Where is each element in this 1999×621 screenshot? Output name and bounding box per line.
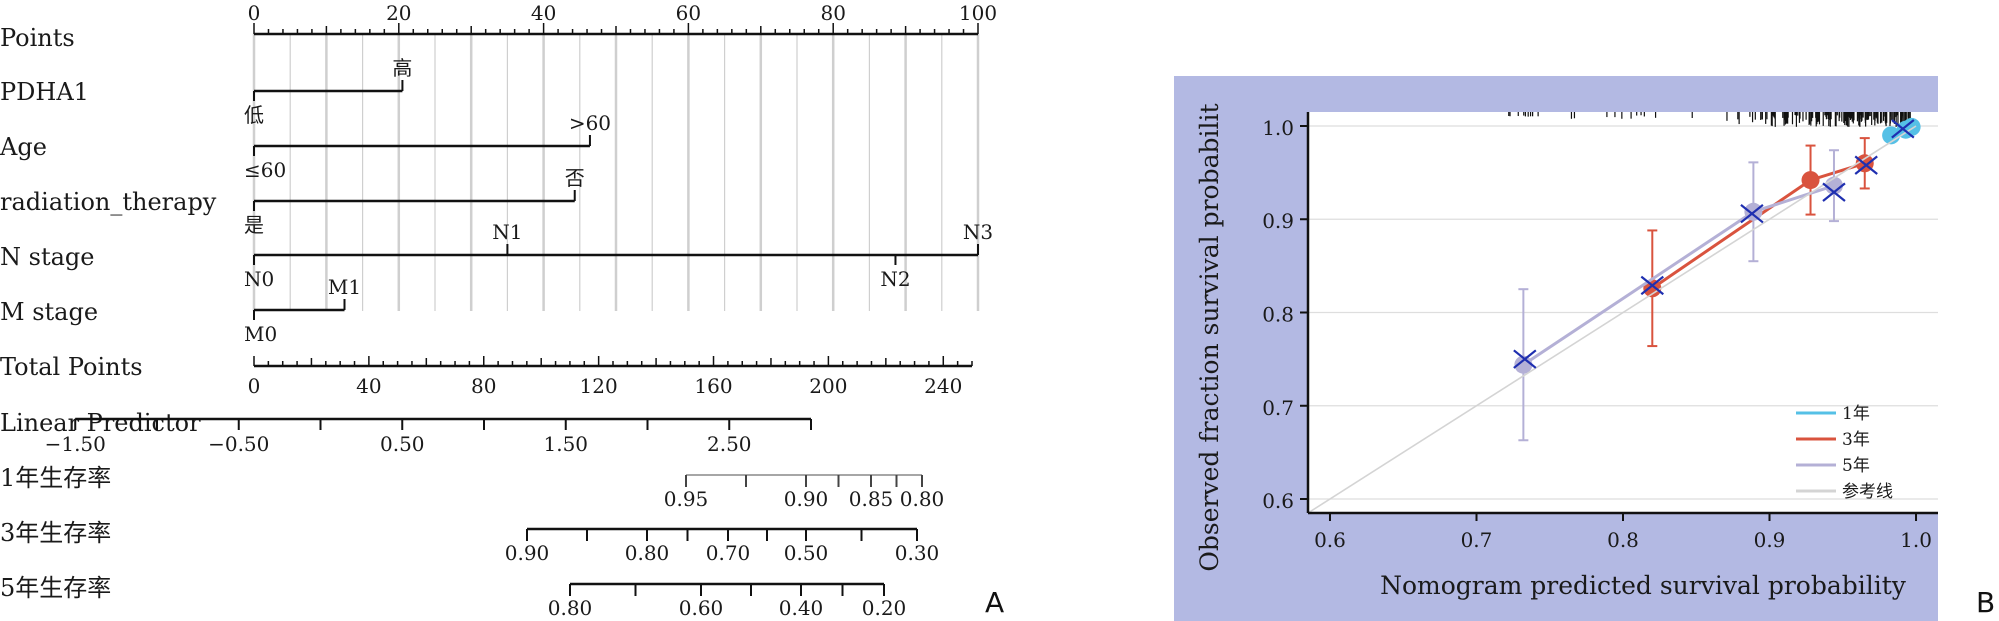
- level-label: N2: [880, 267, 910, 291]
- linear-predictor-tick-label: 0.50: [380, 432, 425, 456]
- points-tick-label: 80: [820, 1, 845, 25]
- row-label: 1年生存率: [0, 464, 111, 492]
- survival-tick-label: 0.30: [895, 541, 940, 565]
- level-label: N0: [244, 267, 274, 291]
- survival-tick-label: 0.85: [849, 487, 894, 511]
- points-tick-label: 20: [386, 1, 411, 25]
- row-label: Points: [0, 24, 75, 52]
- level-label: 高: [392, 56, 412, 80]
- total-points-tick-label: 160: [694, 374, 732, 398]
- series-line: [1307, 125, 1917, 514]
- total-points-tick-label: 240: [924, 374, 962, 398]
- row-label: Total Points: [0, 353, 143, 381]
- survival-tick-label: 0.95: [664, 487, 709, 511]
- linear-predictor-tick-label: 2.50: [707, 432, 752, 456]
- survival-tick-label: 0.80: [548, 596, 593, 620]
- row-label: Age: [0, 133, 47, 161]
- x-tick-label: 0.9: [1754, 528, 1786, 552]
- cross-mark: [1822, 182, 1846, 202]
- row-label: N stage: [0, 243, 94, 271]
- legend-label: 5年: [1842, 456, 1870, 476]
- nomogram-panel: Points PDHA1 Age radiation_therapy N stage M …: [0, 1, 997, 620]
- x-tick-label: 1.0: [1900, 528, 1932, 552]
- survival-tick-label: 0.90: [505, 541, 550, 565]
- linear-predictor-tick-label: 1.50: [543, 432, 588, 456]
- cross-mark: [1891, 119, 1915, 139]
- cross-mark: [1513, 349, 1537, 369]
- row-label: Linear Predictor: [0, 409, 201, 437]
- survival-tick-label: 0.90: [784, 487, 829, 511]
- level-label: N3: [963, 220, 993, 244]
- total-points-tick-label: 200: [809, 374, 847, 398]
- survival-tick-label: 0.50: [784, 541, 829, 565]
- points-tick-label: 40: [531, 1, 556, 25]
- row-label: PDHA1: [0, 78, 89, 106]
- survival-tick-label: 0.80: [625, 541, 670, 565]
- cross-mark: [1640, 275, 1664, 296]
- y-tick-label: 0.6: [1262, 489, 1294, 513]
- y-tick-label: 1.0: [1262, 116, 1294, 140]
- panel-label-b: B: [1976, 586, 1995, 619]
- level-label: 低: [244, 103, 264, 127]
- cross-mark: [1854, 155, 1878, 175]
- row-label: 3年生存率: [0, 519, 111, 547]
- level-label: M1: [328, 275, 361, 299]
- total-points-tick-label: 80: [471, 374, 496, 398]
- level-label: N1: [492, 220, 522, 244]
- y-tick-label: 0.8: [1262, 303, 1294, 327]
- level-label: ≤60: [244, 158, 286, 182]
- legend-label: 参考线: [1842, 482, 1893, 502]
- legend-label: 3年: [1842, 430, 1870, 450]
- data-point: [1801, 171, 1820, 190]
- survival-tick-label: 0.40: [779, 596, 824, 620]
- x-axis-title: Nomogram predicted survival probability: [1380, 571, 1907, 600]
- linear-predictor-tick-label: −1.50: [45, 432, 106, 456]
- x-tick-label: 0.7: [1461, 528, 1493, 552]
- y-tick-label: 0.7: [1262, 396, 1294, 420]
- points-tick-label: 0: [248, 1, 261, 25]
- panel-label-a: A: [985, 586, 1004, 619]
- row-label: M stage: [0, 298, 98, 326]
- linear-predictor-tick-label: −0.50: [208, 432, 269, 456]
- y-tick-label: 0.9: [1262, 209, 1294, 233]
- total-points-tick-label: 120: [580, 374, 618, 398]
- row-label: radiation_therapy: [0, 188, 217, 216]
- survival-tick-label: 0.20: [862, 596, 907, 620]
- points-tick-label: 60: [676, 1, 701, 25]
- row-label: 5年生存率: [0, 574, 111, 602]
- cross-mark: [1740, 203, 1764, 224]
- level-label: 否: [565, 166, 585, 190]
- level-label: M0: [244, 322, 277, 346]
- survival-tick-label: 0.80: [900, 487, 945, 511]
- legend-label: 1年: [1842, 404, 1870, 424]
- survival-tick-label: 0.60: [679, 596, 724, 620]
- level-label: >60: [569, 111, 611, 135]
- x-tick-label: 0.6: [1314, 528, 1346, 552]
- total-points-tick-label: 0: [248, 374, 261, 398]
- x-tick-label: 0.8: [1607, 528, 1639, 552]
- points-tick-label: 100: [959, 1, 997, 25]
- y-axis-title: Observed fraction survival probabilit: [1195, 103, 1224, 571]
- survival-tick-label: 0.70: [706, 541, 751, 565]
- calibration-panel: 0.6 0.7 0.8 0.9 1.0 0.6 0.7 0.8 0.9 1.0 Nomogram p…: [1174, 76, 1938, 621]
- level-label: 是: [244, 213, 264, 237]
- total-points-tick-label: 40: [356, 374, 381, 398]
